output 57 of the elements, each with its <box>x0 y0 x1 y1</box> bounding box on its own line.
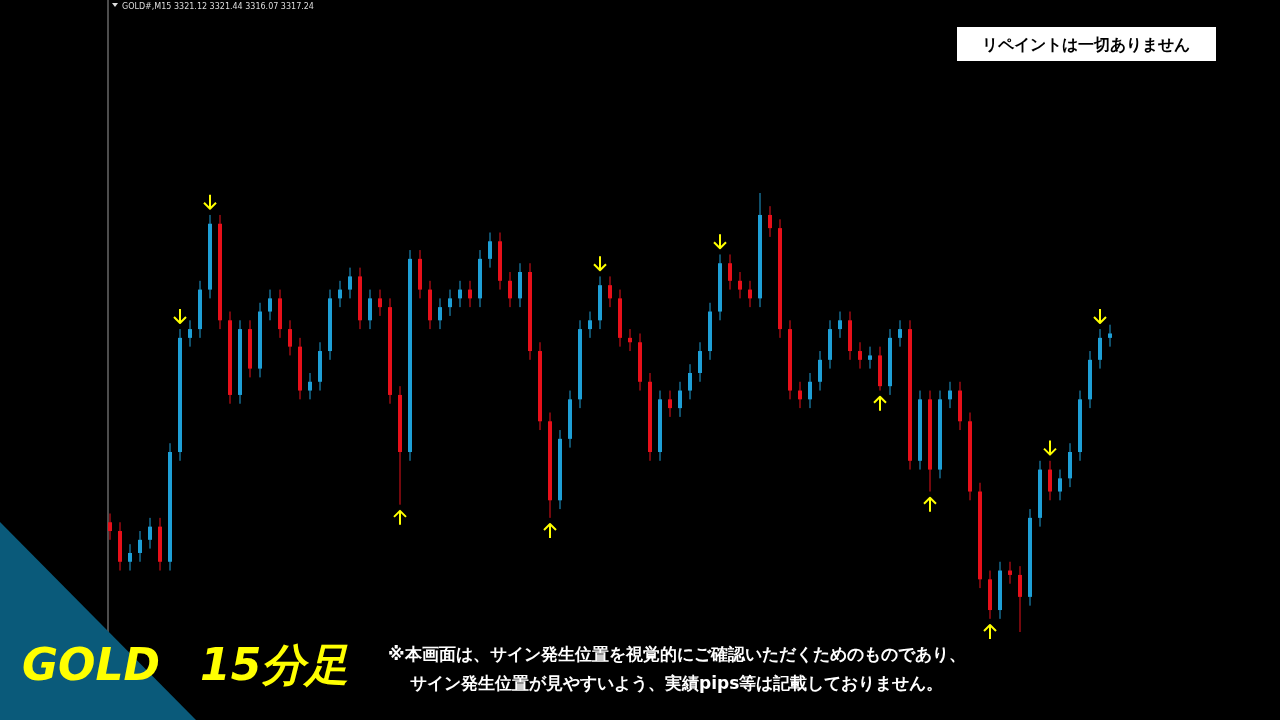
candlestick <box>668 390 672 418</box>
candlestick <box>858 341 862 370</box>
text: リペイントは一切ありません <box>982 35 1190 54</box>
candlestick <box>838 311 842 339</box>
point <box>393 509 407 526</box>
candlestick <box>108 512 112 541</box>
candlestick <box>268 289 272 321</box>
point <box>203 193 217 210</box>
candlestick <box>338 280 342 308</box>
candlestick <box>128 543 132 572</box>
point <box>873 395 887 412</box>
candlestick <box>798 381 802 409</box>
candlestick <box>748 280 752 308</box>
candlestick <box>368 289 372 330</box>
candlestick <box>1058 469 1062 501</box>
point <box>173 307 187 324</box>
candlestick <box>728 253 732 291</box>
candlestick <box>1098 328 1102 370</box>
candlestick <box>898 319 902 348</box>
candlestick <box>488 232 492 269</box>
candlestick <box>1018 565 1022 633</box>
point <box>923 496 937 513</box>
candlestick <box>288 319 292 356</box>
candlestick <box>458 280 462 308</box>
text: GOLD 15分足 <box>22 639 350 690</box>
candlestick <box>698 341 702 383</box>
text: ※本画面は、サイン発生位置を視覚的にご確認いただくためのものであり、 <box>388 644 966 664</box>
point <box>543 523 557 540</box>
point <box>593 255 607 272</box>
candlestick <box>768 205 772 238</box>
candlestick <box>588 311 592 339</box>
point <box>983 624 997 640</box>
candlestick <box>1048 460 1052 501</box>
candlestick <box>688 363 692 400</box>
candlestick <box>868 346 872 370</box>
point <box>713 233 727 250</box>
point <box>1093 307 1107 324</box>
candlestick <box>468 280 472 308</box>
text: GOLD#,M15 3321.12 3321.44 3316.07 3317.24 <box>122 2 314 11</box>
candlestick <box>818 350 822 392</box>
candlestick <box>348 267 352 299</box>
candlestick <box>678 381 682 418</box>
candlestick <box>608 275 612 308</box>
candlestick <box>738 271 742 299</box>
point <box>1043 439 1057 456</box>
candlestick <box>448 289 452 317</box>
text: サイン発生位置が見やすいよう、実績pips等は記載しておりません。 <box>410 673 944 693</box>
candlestick <box>378 289 382 317</box>
candlestick <box>308 372 312 400</box>
candlestick <box>188 319 192 348</box>
candlestick <box>138 530 142 563</box>
candlestick <box>948 381 952 409</box>
candlestick <box>148 517 152 550</box>
candlestick <box>438 297 442 330</box>
candlestick <box>808 372 812 409</box>
candlestick <box>1108 324 1112 348</box>
candlestick <box>508 271 512 308</box>
